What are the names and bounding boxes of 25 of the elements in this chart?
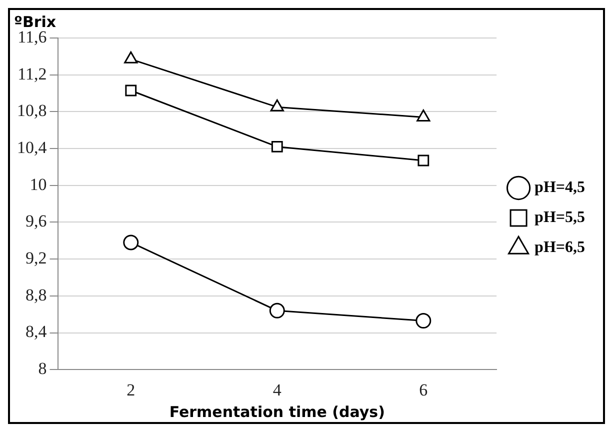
- point: [124, 51, 138, 64]
- y-tick-label: 8: [38, 359, 47, 378]
- x-axis-title: Fermentation time (days): [169, 402, 385, 421]
- point: [416, 313, 432, 329]
- point: [123, 234, 139, 250]
- y-tick-label: 11,2: [18, 64, 47, 84]
- y-tick-label: 8,4: [26, 322, 48, 342]
- legend-label: pH=6,5: [534, 239, 586, 256]
- point: [269, 302, 285, 318]
- y-tick-label: 10,4: [17, 138, 48, 157]
- point: [125, 84, 137, 96]
- x-tick-label: 6: [419, 380, 428, 400]
- y-tick-label: 8,8: [26, 285, 47, 304]
- y-tick-label: 9,6: [26, 212, 47, 231]
- y-tick-label: 10,8: [17, 101, 47, 120]
- y-tick-label: 10: [30, 174, 47, 194]
- point: [271, 140, 283, 152]
- y-tick-label: 9,2: [26, 248, 47, 268]
- x-tick-label: 4: [272, 380, 282, 400]
- legend-label: pH=4,5: [534, 179, 586, 196]
- x-tick-label: 2: [126, 380, 136, 400]
- point: [416, 109, 430, 122]
- legend-label: pH=5,5: [534, 209, 586, 226]
- point: [418, 154, 430, 166]
- point: [270, 99, 284, 112]
